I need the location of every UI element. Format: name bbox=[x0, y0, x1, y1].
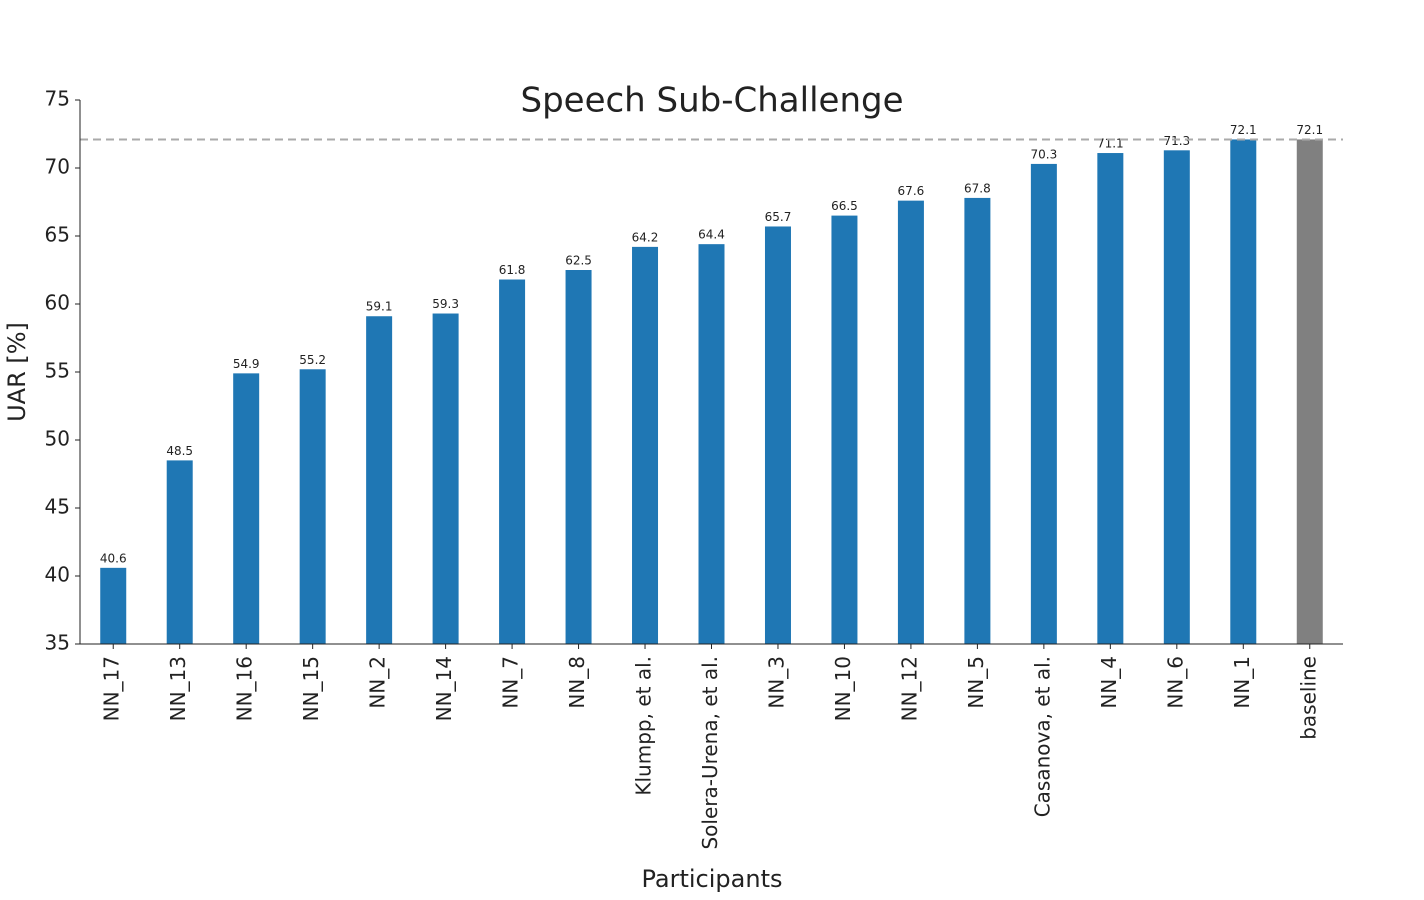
x-tick-label: NN_2 bbox=[366, 656, 390, 709]
bar bbox=[897, 200, 924, 644]
bar bbox=[632, 246, 659, 644]
x-tick-label: Klumpp, et al. bbox=[632, 656, 656, 796]
x-axis-label: Participants bbox=[642, 865, 783, 893]
y-tick-label: 50 bbox=[45, 427, 70, 451]
x-tick-label: NN_1 bbox=[1230, 656, 1254, 709]
bar bbox=[299, 369, 326, 644]
x-tick-label: Solera-Urena, et al. bbox=[698, 656, 722, 850]
chart-title: Speech Sub-Challenge bbox=[520, 81, 903, 121]
y-tick-label: 40 bbox=[45, 563, 70, 587]
y-tick-label: 35 bbox=[45, 631, 70, 655]
value-label: 55.2 bbox=[299, 353, 326, 367]
value-label: 71.3 bbox=[1163, 134, 1190, 148]
bar bbox=[100, 567, 127, 644]
bar bbox=[432, 313, 459, 644]
value-label: 54.9 bbox=[233, 357, 260, 371]
y-axis-label: UAR [%] bbox=[3, 322, 31, 422]
bar bbox=[1230, 139, 1257, 644]
x-tick-label: NN_14 bbox=[432, 656, 456, 721]
x-tick-label: NN_3 bbox=[764, 656, 788, 709]
x-tick-label: NN_17 bbox=[100, 656, 124, 721]
bar bbox=[1030, 163, 1057, 645]
bar bbox=[565, 270, 592, 644]
y-tick-label: 65 bbox=[45, 223, 70, 247]
bar bbox=[166, 460, 193, 644]
value-label: 72.1 bbox=[1296, 123, 1323, 137]
x-tick-label: NN_8 bbox=[565, 656, 589, 709]
bar bbox=[831, 215, 858, 644]
x-tick-label: NN_15 bbox=[299, 656, 323, 721]
bar bbox=[1163, 150, 1190, 644]
value-label: 59.3 bbox=[432, 297, 459, 311]
value-label: 70.3 bbox=[1031, 147, 1058, 161]
x-tick-label: NN_4 bbox=[1097, 656, 1121, 709]
x-tick-label: NN_12 bbox=[897, 656, 921, 721]
value-label: 64.4 bbox=[698, 228, 725, 242]
value-label: 72.1 bbox=[1230, 123, 1257, 137]
y-tick-label: 45 bbox=[45, 495, 70, 519]
value-label: 61.8 bbox=[499, 263, 526, 277]
value-label: 62.5 bbox=[565, 254, 592, 268]
y-tick-label: 75 bbox=[45, 87, 70, 111]
y-tick-label: 60 bbox=[45, 291, 70, 315]
value-label: 48.5 bbox=[166, 444, 193, 458]
x-tick-label: NN_16 bbox=[233, 656, 257, 721]
value-label: 64.2 bbox=[632, 230, 659, 244]
bar bbox=[764, 226, 791, 645]
y-tick-label: 70 bbox=[45, 155, 70, 179]
x-tick-label: NN_7 bbox=[499, 656, 523, 709]
bar bbox=[1097, 153, 1124, 645]
y-tick-label: 55 bbox=[45, 359, 70, 383]
value-label: 71.1 bbox=[1097, 137, 1124, 151]
value-label: 59.1 bbox=[366, 300, 393, 314]
bar bbox=[964, 197, 991, 645]
value-label: 66.5 bbox=[831, 199, 858, 213]
value-label: 67.6 bbox=[898, 184, 925, 198]
x-tick-label: NN_5 bbox=[964, 656, 988, 709]
x-tick-label: NN_13 bbox=[166, 656, 190, 721]
x-tick-label: NN_10 bbox=[831, 656, 855, 721]
value-label: 67.8 bbox=[964, 181, 991, 195]
bar bbox=[1296, 139, 1323, 644]
value-label: 40.6 bbox=[100, 551, 127, 565]
x-tick-label: Casanova, et al. bbox=[1030, 656, 1054, 817]
bar bbox=[698, 244, 725, 644]
bar bbox=[499, 279, 526, 644]
value-label: 65.7 bbox=[765, 210, 792, 224]
x-tick-label: NN_6 bbox=[1163, 656, 1187, 709]
bar bbox=[233, 373, 260, 644]
x-tick-label: baseline bbox=[1296, 656, 1320, 740]
bar bbox=[366, 316, 393, 644]
